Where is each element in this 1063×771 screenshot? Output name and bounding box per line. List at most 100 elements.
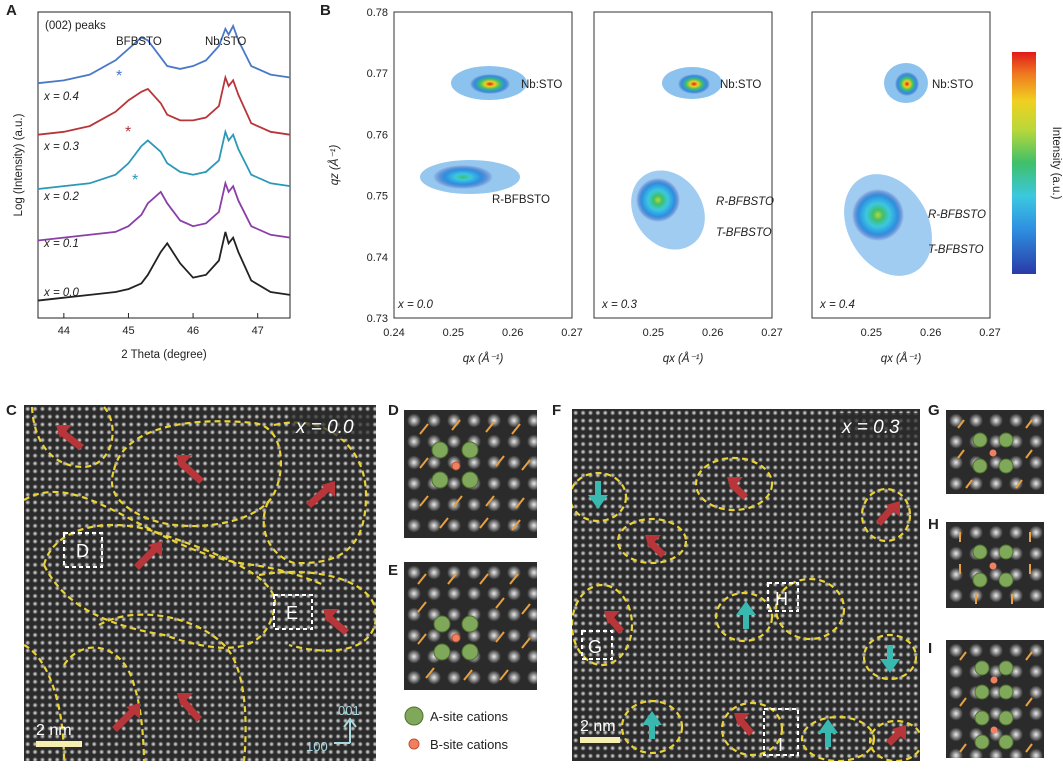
rsm-x04-t: T-BFBSTO <box>928 244 984 256</box>
scale-bar-label-c: 2 nm <box>36 722 72 739</box>
rsm-xticks-group: 0.24 0.25 0.26 0.27 0.25 0.26 0.27 0.25 0.26 0.27 <box>383 327 1000 339</box>
haadf-x00-overlay: D E x = 0.0 2 nm 001 100 <box>24 406 376 761</box>
xrd-label-x04: x = 0.4 <box>43 91 79 103</box>
rsm-colorbar <box>1012 52 1036 274</box>
xrd-xtick-label-0: 44 <box>58 325 70 337</box>
red-arrows-x03 <box>604 477 906 746</box>
xrd-line-series-1 <box>37 74 291 136</box>
cyan-arrows-x03 <box>588 481 900 747</box>
xrd-series-group <box>37 23 291 302</box>
scale-bar-label-f: 2 nm <box>580 718 616 735</box>
xrd-annotation-nbsto: Nb:STO <box>205 36 246 48</box>
zoom-i <box>946 640 1044 758</box>
xrd-label-x03: x = 0.3 <box>43 141 79 153</box>
rsm-x04-label: x = 0.4 <box>819 299 855 311</box>
xrd-chart: 44 45 46 47 (002) peaks BFBSTO Nb:STO * * *… <box>13 11 291 361</box>
box-i <box>763 708 799 756</box>
rsm-x00-r: R-BFBSTO <box>492 194 550 206</box>
xrd-label-x01: x = 0.1 <box>43 238 79 250</box>
polar-arrows-x00 <box>56 425 349 732</box>
polar-vectors-d <box>419 419 531 531</box>
dir-001: 001 <box>338 703 360 718</box>
xrd-ylabel: Log (Intensity) (a.u.) <box>13 113 25 216</box>
cation-legend: A-site cations B-site cations <box>404 706 509 752</box>
rsm-ytick-label-5: 0.73 <box>367 313 388 325</box>
haadf-image-x03: H G I x = 0.3 2 nm <box>572 409 920 761</box>
b-site-legend-label: B-site cations <box>430 737 509 752</box>
scale-bar-f <box>580 737 620 743</box>
xrd-line-series-3 <box>37 180 291 242</box>
panel-label-h: H <box>928 516 939 533</box>
rsm-ytick-label-3: 0.75 <box>367 191 388 203</box>
rsm-ytick-label-0: 0.78 <box>367 7 388 19</box>
xrd-xlabel: 2 Theta (degree) <box>121 349 207 361</box>
polar-nanoregions-x03 <box>572 456 920 761</box>
rsm-xtick-label-2-1: 0.25 <box>861 327 882 339</box>
zoom-d <box>404 410 537 538</box>
xrd-annotation-bfbsto: BFBSTO <box>116 36 162 48</box>
rsm-x00-nbsto: Nb:STO <box>521 79 562 91</box>
box-g <box>581 630 613 660</box>
panel-label-g: G <box>928 402 940 419</box>
panel-label-d: D <box>388 402 399 419</box>
panel-label-e: E <box>388 562 399 579</box>
zoom-h <box>946 522 1044 608</box>
box-h <box>767 582 799 612</box>
box-e <box>273 594 313 630</box>
xrd-title: (002) peaks <box>45 20 106 32</box>
rsm-x03-nbsto: Nb:STO <box>720 79 761 91</box>
haadf-x03-overlay: H G I x = 0.3 2 nm <box>572 413 920 761</box>
a-site-legend-label: A-site cations <box>430 709 509 724</box>
rsm-xlabel-2: qx (Å⁻¹) <box>663 352 704 365</box>
rsm-x04-nbsto: Nb:STO <box>932 79 973 91</box>
panel-label-b: B <box>320 2 331 19</box>
rsm-x03-label: x = 0.3 <box>601 299 637 311</box>
rsm-xtick-label-1-3: 0.27 <box>761 327 782 339</box>
xrd-line-series-2 <box>37 128 291 190</box>
rsm-yticks-group: 0.78 0.77 0.76 0.75 0.74 0.73 <box>367 7 388 325</box>
zoom-e <box>404 562 537 690</box>
box-e-label: E <box>286 603 298 623</box>
xrd-xtick-label-2: 46 <box>187 325 199 337</box>
rsm-xtick-label-0-1: 0.25 <box>443 327 464 339</box>
xrd-xtick-label-3: 47 <box>252 325 264 337</box>
xrd-label-x02: x = 0.2 <box>43 191 79 203</box>
rsm-x03-r: R-BFBSTO <box>716 196 774 208</box>
rsm-ylabel: qz (Å⁻¹) <box>328 145 341 186</box>
panel-label-a: A <box>6 2 17 19</box>
box-d <box>63 532 103 568</box>
xrd-line-series-0 <box>37 23 291 85</box>
panel-label-i: I <box>928 640 933 657</box>
box-d-label: D <box>76 541 89 561</box>
polar-vectors-e <box>417 573 531 681</box>
rsm-map-x00: Nb:STO R-BFBSTO x = 0.0 <box>393 11 573 319</box>
rsm-map-x03: Nb:STO R-BFBSTO T-BFBSTO x = 0.3 <box>593 11 774 319</box>
box-i-label: I <box>778 735 783 755</box>
panel-label-c: C <box>6 402 17 419</box>
a-site-legend-marker <box>404 706 424 726</box>
rsm-xtick-label-0-0: 0.24 <box>383 327 404 339</box>
haadf-x00-label: x = 0.0 <box>295 417 354 438</box>
b-site-legend-marker <box>408 738 420 750</box>
haadf-image-x00: D E x = 0.0 2 nm 001 100 <box>24 405 376 761</box>
xrd-label-x00: x = 0.0 <box>43 287 79 299</box>
domain-walls-x00 <box>24 406 376 761</box>
rsm-xtick-label-2-3: 0.27 <box>979 327 1000 339</box>
rsm-x04-r: R-BFBSTO <box>928 209 986 221</box>
rsm-xtick-label-0-2: 0.26 <box>502 327 523 339</box>
zoom-g <box>946 410 1044 494</box>
xrd-line-series-4 <box>37 231 291 302</box>
xrd-plot-frame <box>37 11 291 319</box>
dir-100: 100 <box>306 739 328 754</box>
rsm-x00-label: x = 0.0 <box>397 299 433 311</box>
rsm-xlabel-1: qx (Å⁻¹) <box>463 352 504 365</box>
scale-bar-c <box>36 741 82 747</box>
rsm-xtick-label-0-3: 0.27 <box>561 327 582 339</box>
dir-arrow-up <box>343 717 357 743</box>
rsm-xtick-label-1-1: 0.25 <box>643 327 664 339</box>
rsm-xtick-label-1-2: 0.26 <box>702 327 723 339</box>
xrd-star-x04: * <box>116 68 122 85</box>
xrd-star-x03: * <box>125 124 131 141</box>
rsm-ytick-label-2: 0.76 <box>367 129 388 141</box>
box-h-label: H <box>775 589 788 609</box>
